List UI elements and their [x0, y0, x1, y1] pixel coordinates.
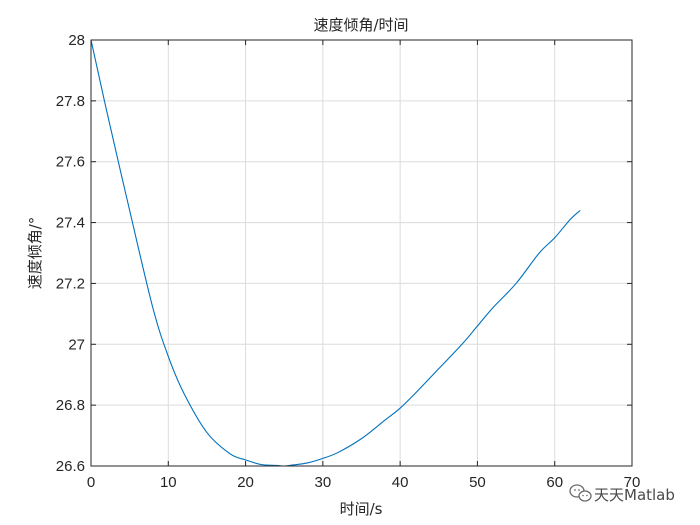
- x-tick-label: 0: [87, 474, 95, 491]
- y-ticks: 26.6 26.8 27 27.2 27.4 27.6 27.8 28: [56, 32, 632, 475]
- y-tick-label: 27.6: [56, 154, 85, 171]
- x-axis-label: 时间/s: [340, 500, 383, 518]
- axes-box: [90, 39, 633, 467]
- y-tick-label: 27.2: [56, 275, 85, 292]
- x-ticks: 0 10 20 30 40 50 60 70: [87, 40, 641, 491]
- x-tick-label: 70: [624, 474, 641, 491]
- x-tick-label: 30: [315, 474, 332, 491]
- y-tick-label: 27: [68, 336, 85, 353]
- y-tick-label: 28: [68, 32, 85, 49]
- chart-title: 速度倾角/时间: [313, 16, 408, 34]
- x-tick-label: 50: [469, 474, 486, 491]
- series-line: [90, 39, 581, 467]
- y-axis-label: 速度倾角/°: [26, 217, 44, 290]
- y-tick-label: 26.8: [56, 397, 85, 414]
- x-tick-label: 40: [392, 474, 409, 491]
- x-tick-label: 60: [546, 474, 563, 491]
- wechat-icon: [569, 484, 592, 502]
- watermark-text: 天天Matlab: [594, 486, 675, 504]
- y-tick-label: 27.8: [56, 93, 85, 110]
- x-tick-label: 20: [237, 474, 254, 491]
- x-tick-label: 10: [160, 474, 177, 491]
- watermark: 天天Matlab: [569, 484, 675, 504]
- y-tick-label: 27.4: [56, 215, 85, 232]
- y-tick-label: 26.6: [56, 458, 85, 475]
